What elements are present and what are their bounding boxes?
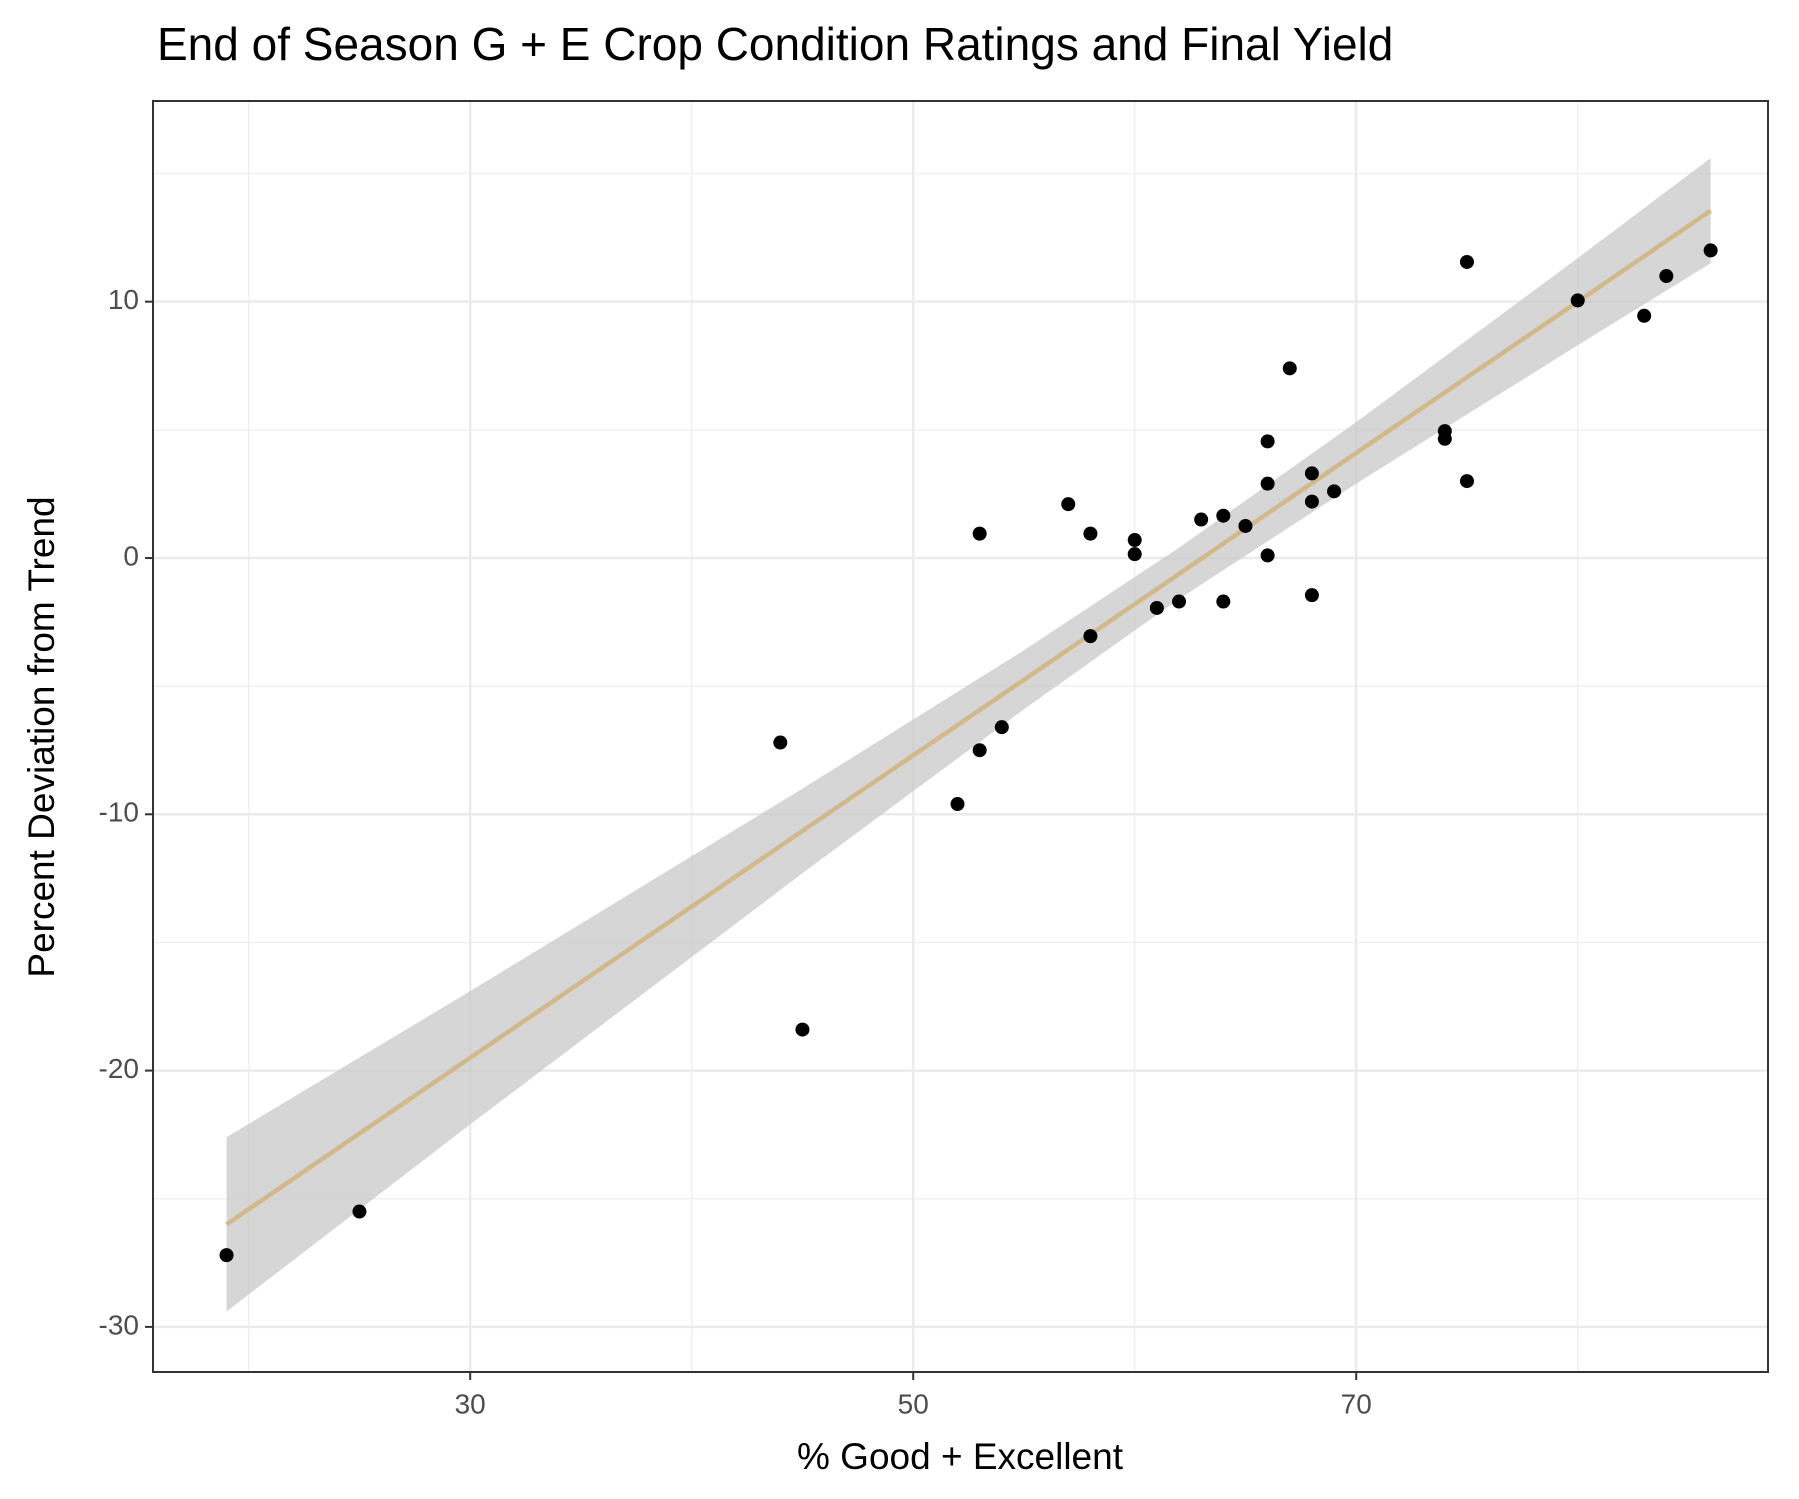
- point: [1194, 512, 1209, 527]
- point: [1260, 434, 1275, 449]
- point: [1570, 293, 1585, 308]
- point: [1437, 431, 1452, 446]
- point: [219, 1248, 234, 1263]
- point: [1327, 484, 1342, 499]
- point: [1282, 361, 1297, 376]
- point: [1216, 508, 1231, 523]
- point: [1459, 254, 1474, 269]
- point: [1304, 588, 1319, 603]
- y-tick-label: -30: [99, 1309, 139, 1340]
- x-tick-label: 70: [1341, 1388, 1372, 1419]
- confidence-band: [226, 158, 1711, 1312]
- point: [1260, 548, 1275, 563]
- point: [1459, 474, 1474, 489]
- point: [1127, 533, 1142, 548]
- point: [972, 743, 987, 758]
- point: [972, 526, 987, 541]
- point: [1238, 518, 1253, 533]
- point: [1659, 269, 1674, 284]
- x-tick-label: 50: [898, 1388, 929, 1419]
- point: [1083, 526, 1098, 541]
- point: [1149, 600, 1164, 615]
- point: [1637, 308, 1652, 323]
- y-tick-label: -20: [99, 1053, 139, 1084]
- x-axis-title: % Good + Excellent: [797, 1436, 1124, 1477]
- y-tick-label: 0: [123, 540, 139, 571]
- panel-border: [152, 100, 1769, 1373]
- point: [1172, 594, 1187, 609]
- point: [352, 1204, 367, 1219]
- point: [950, 797, 965, 812]
- chart-title: End of Season G + E Crop Condition Ratin…: [157, 18, 1393, 70]
- point: [1216, 594, 1231, 609]
- point: [1703, 243, 1718, 258]
- point: [795, 1022, 810, 1037]
- point: [1061, 497, 1076, 512]
- point: [994, 720, 1009, 735]
- x-tick-label: 30: [455, 1388, 486, 1419]
- trend-line: [225, 208, 1712, 1227]
- point: [1127, 547, 1142, 562]
- point: [1260, 476, 1275, 491]
- y-tick-label: 10: [108, 284, 139, 315]
- point: [773, 735, 788, 750]
- point: [1304, 466, 1319, 481]
- y-axis-title: Percent Deviation from Trend: [21, 496, 62, 977]
- y-tick-label: -10: [99, 797, 139, 828]
- point: [1304, 494, 1319, 509]
- point: [1083, 629, 1098, 644]
